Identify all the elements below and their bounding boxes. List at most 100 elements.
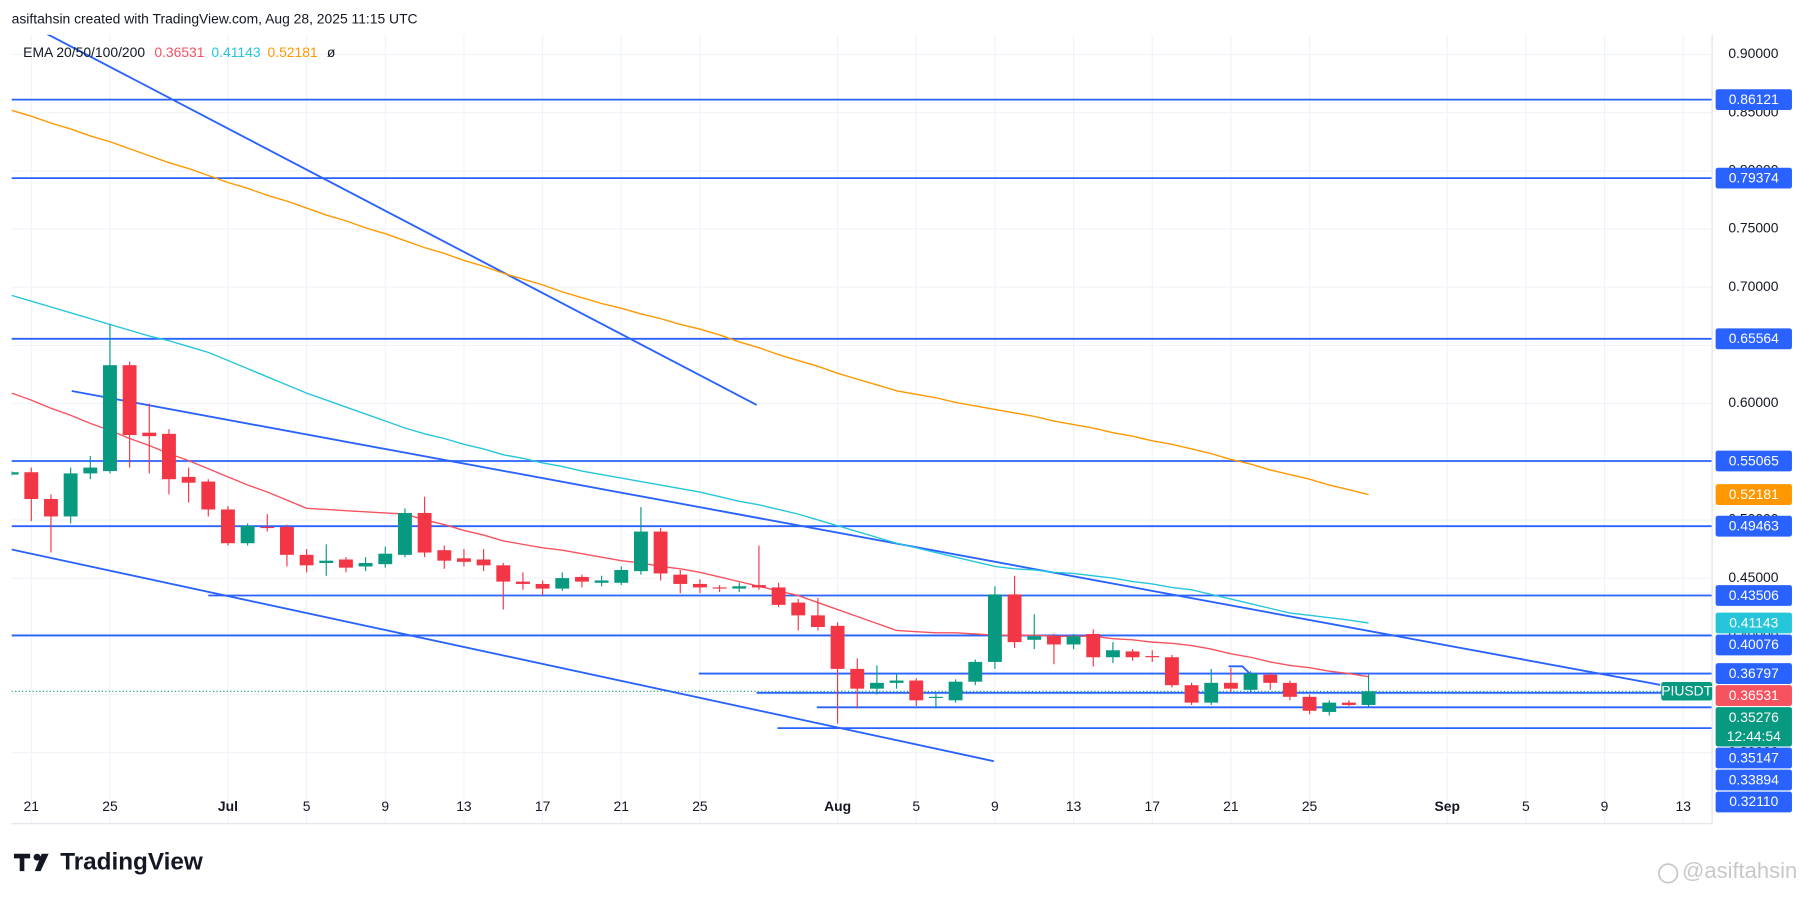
candle-body	[1243, 673, 1258, 690]
price-badge	[1715, 484, 1792, 505]
candle-body	[1164, 657, 1179, 686]
candles	[11, 324, 1376, 724]
candle-body	[162, 433, 176, 480]
candle-body	[869, 682, 884, 689]
y-tick-label: 0.60000	[1728, 394, 1778, 410]
price-badge-label: 0.36797	[1729, 665, 1779, 681]
x-tick-label: 17	[535, 798, 551, 814]
candle-body	[555, 578, 570, 589]
candle-body	[378, 553, 393, 565]
candle-body	[11, 472, 19, 475]
candle-body	[987, 594, 1002, 662]
legend-status: ø	[327, 44, 336, 60]
candle-body	[83, 467, 98, 474]
price-badge	[1715, 612, 1792, 634]
trend-line	[46, 34, 758, 406]
candle-body	[1263, 674, 1278, 683]
axes: 0.300000.350000.400000.450000.500000.550…	[24, 45, 1779, 814]
x-tick-label: 25	[1302, 798, 1318, 814]
y-tick-label: 0.45000	[1728, 569, 1778, 585]
candle-body	[1361, 691, 1376, 705]
candle-body	[1066, 636, 1081, 645]
price-badge	[1715, 791, 1792, 813]
ema-line	[11, 109, 1369, 496]
watermark-text: @asiftahsin	[1682, 858, 1797, 883]
ema-line	[11, 294, 1369, 624]
candle-body	[63, 473, 78, 517]
candle-body	[1046, 636, 1061, 645]
x-tick-label: 21	[1223, 798, 1239, 814]
candle-body	[1341, 702, 1356, 705]
legend-value: 0.41143	[211, 44, 260, 60]
candle-body	[319, 560, 334, 563]
y-tick-label: 0.90000	[1728, 45, 1778, 61]
candle-body	[771, 587, 786, 605]
price-badge	[1715, 769, 1792, 791]
candle-body	[142, 432, 157, 437]
candle-body	[948, 681, 963, 701]
legend-value: 0.52181	[268, 44, 318, 60]
price-badge	[1715, 585, 1792, 606]
candle-body	[24, 472, 39, 499]
price-badge-label: 0.65564	[1729, 330, 1779, 346]
price-badge-label: 0.86121	[1729, 91, 1779, 107]
legend: EMA 20/50/100/200 0.36531 0.41143 0.52181 ø	[23, 44, 336, 60]
x-tick-label: 9	[991, 798, 999, 814]
price-badges: 0.86121 0.79374 0.65564 0.55065 0.49463 0.435…	[1661, 89, 1792, 813]
price-badge-label: 0.49463	[1729, 517, 1779, 533]
candle-body	[122, 365, 137, 435]
trend-line	[1228, 665, 1251, 674]
price-badge-label: 0.52181	[1729, 486, 1779, 502]
candle-body	[260, 526, 275, 529]
candle-body	[1322, 702, 1337, 712]
candle-body	[201, 481, 216, 510]
price-badge	[1715, 89, 1792, 111]
logo-mark	[34, 853, 49, 872]
logo-mark	[13, 853, 31, 872]
candle-body	[1145, 656, 1160, 658]
candle-body	[594, 580, 609, 583]
candle-body	[437, 550, 452, 561]
candle-body	[1223, 682, 1238, 689]
candle-body	[476, 559, 491, 566]
candle-body	[398, 512, 412, 555]
candle-body	[732, 586, 747, 589]
watermark-icon	[1658, 863, 1679, 884]
watermark: @asiftahsin	[1658, 858, 1797, 884]
candle-body	[339, 559, 353, 568]
price-badge	[1715, 167, 1792, 189]
candle-body	[791, 602, 806, 616]
x-tick-label: 21	[614, 798, 630, 814]
candle-body	[358, 562, 373, 567]
candle-body	[614, 569, 629, 583]
x-tick-label: 5	[1522, 798, 1530, 814]
price-badge	[1715, 634, 1792, 656]
symbol-tag-label: PIUSDT	[1661, 683, 1712, 699]
y-tick-label: 0.75000	[1728, 220, 1778, 236]
candle-body	[928, 696, 943, 698]
x-tick-label: 25	[102, 798, 118, 814]
candle-body	[1184, 685, 1199, 703]
countdown: 12:44:54	[1727, 728, 1781, 744]
price-badge	[1715, 707, 1792, 747]
price-badge-label: 0.35147	[1729, 749, 1779, 765]
candle-body	[280, 526, 294, 555]
candle-body	[633, 531, 648, 572]
x-tick-label: 13	[456, 798, 472, 814]
candle-body	[712, 587, 727, 589]
candle-body	[299, 554, 314, 566]
candle-body	[240, 525, 255, 544]
candle-body	[496, 565, 511, 582]
candle-body	[1007, 594, 1022, 643]
y-tick-label: 0.70000	[1728, 278, 1778, 294]
price-badge-label: 0.33894	[1729, 771, 1779, 787]
trend-line	[11, 548, 994, 763]
x-tick-label: 13	[1676, 798, 1692, 814]
price-badge-label: 0.40076	[1729, 636, 1779, 652]
candle-body	[1125, 651, 1140, 658]
candle-body	[515, 581, 530, 584]
footer-logo: TradingView	[13, 848, 203, 875]
candle-body	[810, 615, 825, 627]
x-tick-label: 5	[303, 798, 311, 814]
